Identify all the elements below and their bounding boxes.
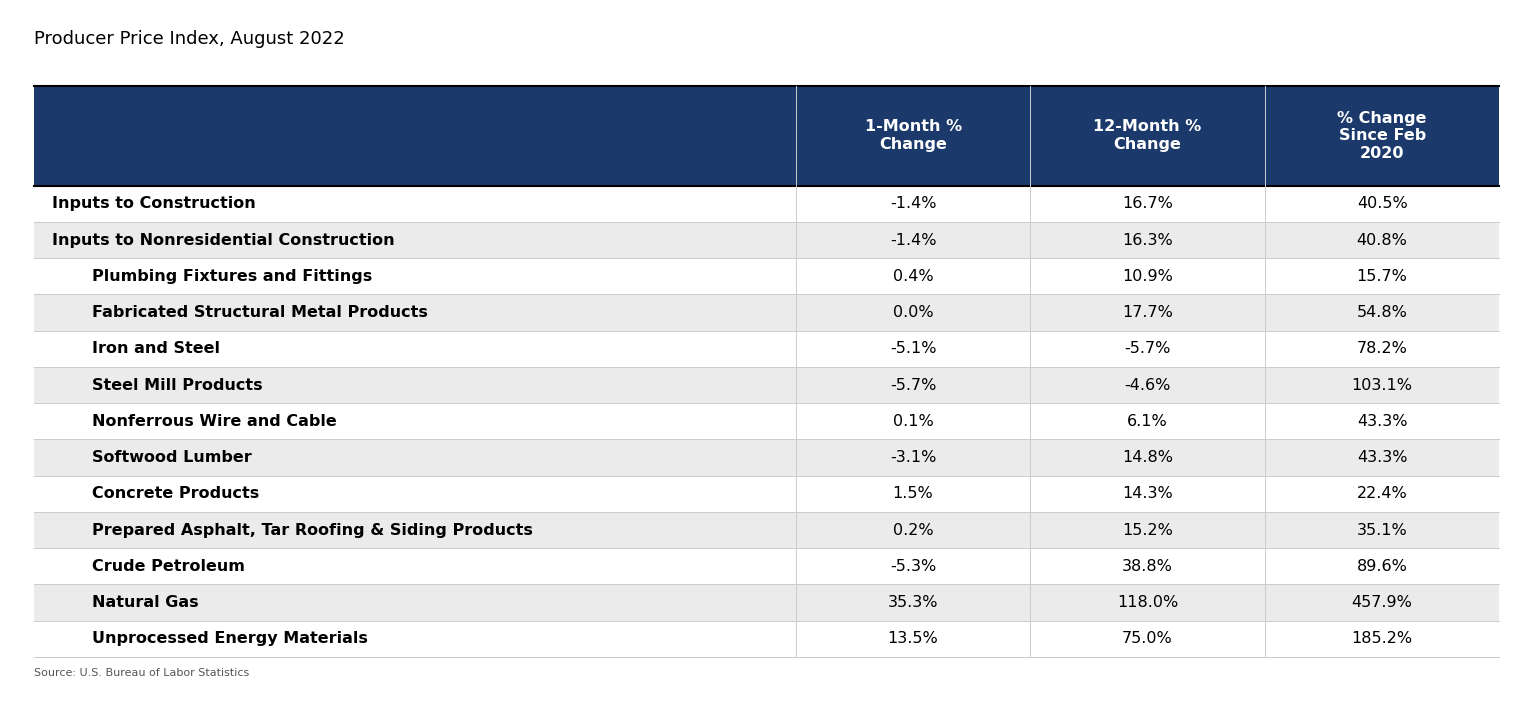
Text: -1.4%: -1.4% (890, 233, 936, 248)
Text: 43.3%: 43.3% (1357, 413, 1408, 429)
Bar (34, 186, 1499, 222)
Text: Iron and Steel: Iron and Steel (92, 341, 220, 356)
Bar (34, 476, 1499, 512)
Text: -5.3%: -5.3% (890, 559, 936, 574)
Bar (34, 86, 1499, 186)
Text: Crude Petroleum: Crude Petroleum (92, 559, 245, 574)
Bar (34, 439, 1499, 476)
Text: 16.7%: 16.7% (1121, 196, 1174, 211)
Text: Source: U.S. Bureau of Labor Statistics: Source: U.S. Bureau of Labor Statistics (34, 668, 249, 678)
Text: -4.6%: -4.6% (1125, 378, 1170, 393)
Text: 14.8%: 14.8% (1121, 450, 1174, 465)
Text: 16.3%: 16.3% (1121, 233, 1174, 248)
Text: 15.2%: 15.2% (1121, 523, 1174, 538)
Text: Producer Price Index, August 2022: Producer Price Index, August 2022 (34, 30, 344, 49)
Text: 0.0%: 0.0% (894, 305, 933, 320)
Text: 1-Month %
Change: 1-Month % Change (864, 119, 962, 152)
Text: 10.9%: 10.9% (1121, 268, 1174, 283)
Text: 78.2%: 78.2% (1357, 341, 1408, 356)
Text: -5.7%: -5.7% (1125, 341, 1170, 356)
Text: Steel Mill Products: Steel Mill Products (92, 378, 263, 393)
Text: 35.1%: 35.1% (1357, 523, 1408, 538)
Text: 40.5%: 40.5% (1357, 196, 1408, 211)
Text: 457.9%: 457.9% (1351, 595, 1412, 610)
Text: Plumbing Fixtures and Fittings: Plumbing Fixtures and Fittings (92, 268, 372, 283)
Text: Natural Gas: Natural Gas (92, 595, 199, 610)
Text: 13.5%: 13.5% (887, 631, 938, 646)
Text: Inputs to Nonresidential Construction: Inputs to Nonresidential Construction (52, 233, 395, 248)
Bar (34, 258, 1499, 294)
Text: 17.7%: 17.7% (1121, 305, 1174, 320)
Text: 0.4%: 0.4% (894, 268, 933, 283)
Text: -1.4%: -1.4% (890, 196, 936, 211)
Text: Unprocessed Energy Materials: Unprocessed Energy Materials (92, 631, 367, 646)
Text: Prepared Asphalt, Tar Roofing & Siding Products: Prepared Asphalt, Tar Roofing & Siding P… (92, 523, 532, 538)
Text: Softwood Lumber: Softwood Lumber (92, 450, 251, 465)
Bar (34, 584, 1499, 620)
Text: 0.1%: 0.1% (892, 413, 933, 429)
Bar (34, 367, 1499, 403)
Bar (34, 403, 1499, 439)
Text: -3.1%: -3.1% (890, 450, 936, 465)
Text: 15.7%: 15.7% (1357, 268, 1408, 283)
Text: Nonferrous Wire and Cable: Nonferrous Wire and Cable (92, 413, 337, 429)
Text: 38.8%: 38.8% (1121, 559, 1174, 574)
Text: 89.6%: 89.6% (1357, 559, 1408, 574)
Text: 35.3%: 35.3% (887, 595, 938, 610)
Text: 14.3%: 14.3% (1121, 486, 1174, 501)
Bar (34, 620, 1499, 657)
Text: 12-Month %
Change: 12-Month % Change (1094, 119, 1201, 152)
Text: -5.1%: -5.1% (890, 341, 936, 356)
Bar (34, 331, 1499, 367)
Text: Concrete Products: Concrete Products (92, 486, 259, 501)
Text: 22.4%: 22.4% (1357, 486, 1408, 501)
Text: Inputs to Construction: Inputs to Construction (52, 196, 256, 211)
Text: 185.2%: 185.2% (1351, 631, 1412, 646)
Bar (34, 548, 1499, 584)
Text: 103.1%: 103.1% (1351, 378, 1412, 393)
Text: 43.3%: 43.3% (1357, 450, 1408, 465)
Text: 6.1%: 6.1% (1128, 413, 1167, 429)
Text: 75.0%: 75.0% (1121, 631, 1174, 646)
Text: 118.0%: 118.0% (1117, 595, 1178, 610)
Bar (34, 222, 1499, 258)
Text: % Change
Since Feb
2020: % Change Since Feb 2020 (1337, 111, 1427, 161)
Text: -5.7%: -5.7% (890, 378, 936, 393)
Text: 54.8%: 54.8% (1357, 305, 1408, 320)
Text: 1.5%: 1.5% (892, 486, 933, 501)
Text: 40.8%: 40.8% (1357, 233, 1408, 248)
Bar (34, 512, 1499, 548)
Text: 0.2%: 0.2% (894, 523, 933, 538)
Text: Fabricated Structural Metal Products: Fabricated Structural Metal Products (92, 305, 428, 320)
Bar (34, 294, 1499, 331)
